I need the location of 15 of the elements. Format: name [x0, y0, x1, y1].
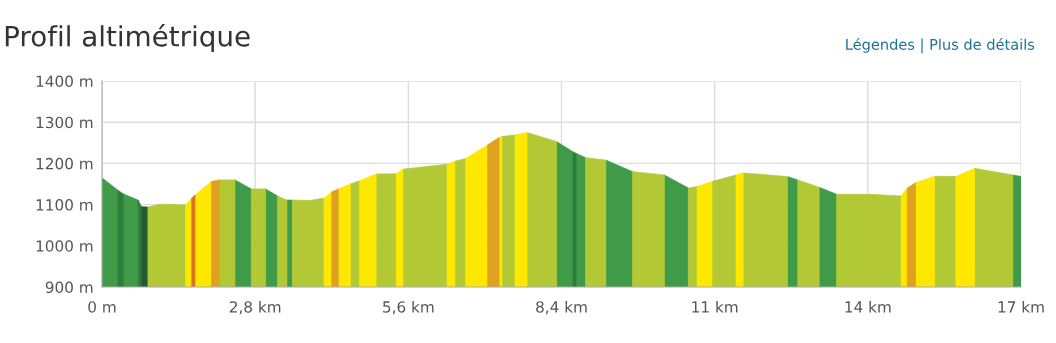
x-tick-label: 17 km: [998, 300, 1044, 313]
x-tick-label: 0 m: [88, 301, 116, 313]
x-tick-label: 14 km: [845, 300, 891, 313]
y-tick-label: 1400 m: [36, 75, 93, 88]
text: Légendes | Plus de détails: [846, 38, 1035, 54]
y-tick-label: 1000 m: [36, 240, 93, 252]
y-tick-label: 1300 m: [36, 116, 93, 129]
y-tick-label: 900 m: [45, 281, 93, 294]
x-tick-label: 2,8 km: [229, 300, 281, 315]
x-tick-label: 5,6 km: [383, 300, 434, 315]
x-tick-label: 11 km: [692, 300, 738, 313]
y-tick-label: 1200 m: [36, 157, 93, 170]
chart-title: Profil altimétrique: [5, 24, 250, 53]
y-tick-label: 1100 m: [36, 199, 93, 211]
x-tick-label: 8,4 km: [536, 300, 587, 315]
